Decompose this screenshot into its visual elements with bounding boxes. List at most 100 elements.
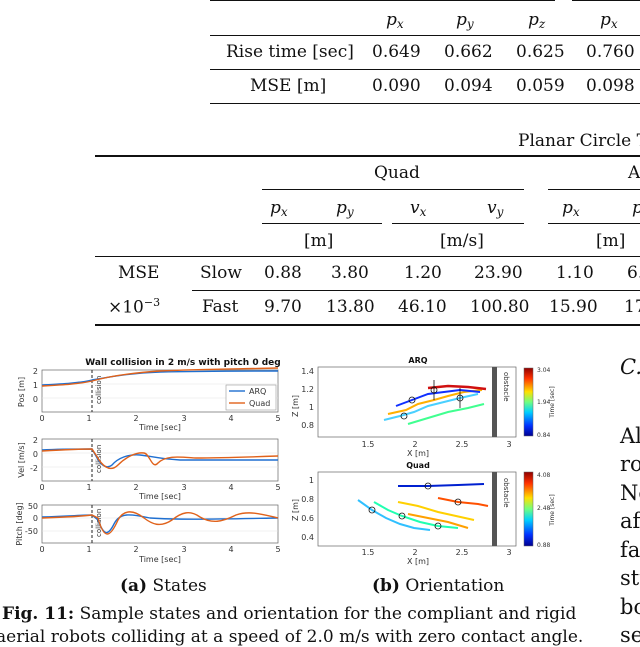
col-header-pz: pz	[528, 10, 546, 31]
legend-arq: ARQ	[249, 387, 266, 396]
table-rule	[95, 256, 640, 257]
text-fragment: stu	[620, 566, 640, 590]
xtick: 5	[275, 414, 280, 423]
cell-value: 46.10	[398, 297, 447, 317]
ylabel: Pitch [deg]	[15, 502, 24, 545]
cell-value: 100.80	[470, 297, 530, 317]
collision-label: collision	[95, 376, 103, 404]
cell-value: 0.760	[586, 42, 635, 62]
ytick: 1.2	[301, 385, 314, 394]
cbar-tick: 1.94	[537, 399, 551, 406]
ytick: 1.4	[301, 367, 314, 376]
xtick: 4	[228, 414, 233, 423]
ytick: 1	[33, 381, 38, 390]
xtick: 3	[506, 440, 511, 449]
text-fragment: No	[620, 481, 640, 505]
xlabel: Time [sec]	[138, 555, 181, 564]
xtick: 0	[39, 414, 44, 423]
cell-value: 13.80	[326, 297, 375, 317]
xtick: 2	[133, 414, 138, 423]
cell-value: 0.090	[372, 76, 421, 96]
xtick: 2.5	[456, 440, 469, 449]
cell-value: 0.649	[372, 42, 421, 62]
xtick: 2	[133, 483, 138, 492]
row-label: Rise time [sec]	[226, 42, 354, 62]
xlabel: X [m]	[407, 557, 429, 566]
section-heading: C.	[620, 355, 640, 379]
table-rule	[548, 189, 640, 190]
group-quad: Quad	[374, 163, 420, 183]
table-rule	[210, 35, 640, 36]
obstacle-label: obstacle	[502, 372, 510, 402]
states-figure: Wall collision in 2 m/s with pitch 0 deg…	[15, 358, 281, 564]
xtick: 3	[181, 483, 186, 492]
cbar-tick: 0.88	[537, 542, 551, 549]
xlabel: Time [sec]	[138, 492, 181, 501]
ytick: 50	[28, 502, 38, 511]
cbar-tick: 4.08	[537, 472, 551, 479]
xtick: 1.5	[362, 548, 375, 557]
arq-title: ARQ	[408, 356, 427, 365]
col-header-px2: px	[600, 10, 618, 31]
table-rule	[262, 189, 524, 190]
cell-value: 0.625	[516, 42, 565, 62]
quad-title: Quad	[406, 461, 430, 470]
ytick: 1	[309, 403, 314, 412]
xtick: 0	[39, 545, 44, 554]
table-rule	[95, 324, 640, 326]
xtick: 2	[133, 545, 138, 554]
ytick: 0	[33, 514, 38, 523]
row-label-fast: Fast	[202, 297, 239, 317]
sub-header: px	[270, 198, 288, 219]
obstacle	[492, 472, 497, 546]
sub-header: py	[336, 198, 354, 219]
figure-caption-line1: Fig. 11: Sample states and orientation f…	[2, 604, 577, 624]
colorbar-arq	[523, 367, 534, 437]
ytick: 2	[33, 367, 38, 376]
table-rule	[210, 0, 555, 1]
figure-caption-line2: aerial robots colliding at a speed of 2.…	[0, 627, 584, 647]
ytick: 0.8	[301, 495, 314, 504]
row-label-slow: Slow	[200, 263, 242, 283]
table-rule	[572, 0, 640, 1]
legend: ARQ Quad	[225, 384, 277, 411]
legend-quad: Quad	[249, 399, 270, 408]
xtick: 4	[228, 483, 233, 492]
cbar-tick: 3.04	[537, 367, 551, 374]
table-top: px py pz px Rise time [sec] 0.649 0.662 …	[210, 0, 640, 108]
text-fragment: se	[620, 623, 640, 647]
text-fragment: bo	[620, 595, 640, 619]
xtick: 3	[181, 545, 186, 554]
ytick: 2	[33, 436, 38, 445]
text-fragment: ro	[620, 452, 640, 476]
ytick: 0.8	[301, 421, 314, 430]
table-rule	[192, 290, 640, 291]
ytick: -50	[25, 527, 38, 536]
xtick: 5	[275, 545, 280, 554]
xtick: 1	[86, 483, 91, 492]
xtick: 2.5	[456, 548, 469, 557]
group-second: A	[628, 163, 640, 183]
cbar-label: Time [sec]	[549, 386, 556, 418]
cell-value: 9.70	[264, 297, 302, 317]
row-label: MSE [m]	[250, 76, 327, 96]
table-rule	[262, 223, 382, 224]
ylabel: Z [m]	[291, 499, 300, 521]
table-rule	[95, 155, 640, 157]
unit-pos2: [m]	[596, 231, 626, 251]
sub-header: px	[562, 198, 580, 219]
ytick: 1	[309, 476, 314, 485]
xtick: 2	[412, 440, 417, 449]
xlabel: X [m]	[407, 449, 429, 458]
xtick: 5	[275, 483, 280, 492]
text-fragment: af	[620, 509, 640, 533]
xtick: 3	[181, 414, 186, 423]
ytick: 0.6	[301, 514, 314, 523]
cell-value: 0.098	[586, 76, 635, 96]
xtick: 3	[506, 548, 511, 557]
ytick: -2	[30, 464, 38, 473]
table-title: Planar Circle Tr	[518, 131, 640, 151]
xtick: 1.5	[362, 440, 375, 449]
cell-value: 1.20	[404, 263, 442, 283]
plot-vel: 2 0 -2 Vel [m/s] collision 0 1 2 3 4 5 T…	[17, 436, 281, 501]
